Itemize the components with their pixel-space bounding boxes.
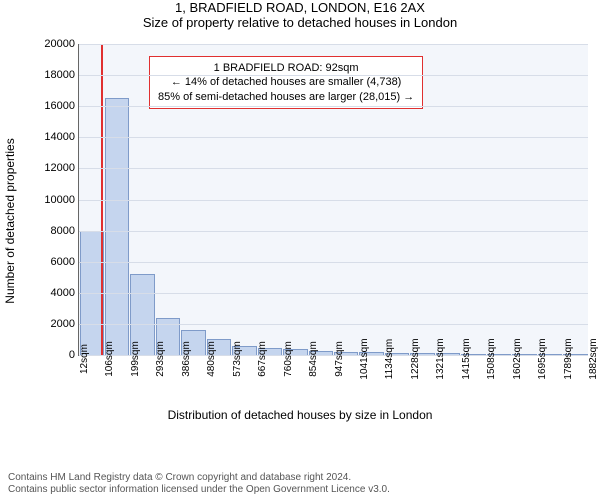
footer-line-1: Contains HM Land Registry data © Crown c… (8, 472, 592, 484)
gridline (79, 262, 588, 263)
xtick-label: 199sqm (130, 341, 141, 377)
gridline (79, 324, 588, 325)
xtick-label: 760sqm (283, 341, 294, 377)
ytick-label: 2000 (51, 318, 79, 330)
xtick-label: 293sqm (155, 341, 166, 377)
ytick-label: 16000 (44, 100, 79, 112)
ytick-label: 6000 (51, 256, 79, 268)
xtick-label: 1695sqm (537, 338, 548, 379)
ytick-label: 14000 (44, 131, 79, 143)
y-axis-label: Number of detached properties (3, 138, 17, 303)
page-subtitle: Size of property relative to detached ho… (0, 15, 600, 30)
xtick-label: 1228sqm (410, 338, 421, 379)
gridline (79, 168, 588, 169)
xtick-label: 106sqm (104, 341, 115, 377)
xtick-label: 1508sqm (486, 338, 497, 379)
gridline (79, 200, 588, 201)
chart-container: Number of detached properties 1 BRADFIEL… (30, 36, 590, 406)
ytick-label: 4000 (51, 287, 79, 299)
xtick-label: 1041sqm (359, 338, 370, 379)
gridline (79, 293, 588, 294)
gridline (79, 137, 588, 138)
annotation-line: ← 14% of detached houses are smaller (4,… (158, 75, 414, 89)
footer-attribution: Contains HM Land Registry data © Crown c… (8, 472, 592, 496)
page-title: 1, BRADFIELD ROAD, LONDON, E16 2AX (0, 0, 600, 15)
annotation-line: 1 BRADFIELD ROAD: 92sqm (158, 61, 414, 75)
xtick-label: 1602sqm (512, 338, 523, 379)
footer-line-2: Contains public sector information licen… (8, 484, 592, 496)
xtick-label: 480sqm (206, 341, 217, 377)
xtick-label: 386sqm (181, 341, 192, 377)
xtick-label: 854sqm (308, 341, 319, 377)
ytick-label: 18000 (44, 69, 79, 81)
annotation-box: 1 BRADFIELD ROAD: 92sqm← 14% of detached… (149, 56, 423, 109)
ytick-label: 10000 (44, 194, 79, 206)
xtick-label: 573sqm (232, 341, 243, 377)
ytick-label: 12000 (44, 162, 79, 174)
xtick-label: 1789sqm (563, 338, 574, 379)
x-axis-label: Distribution of detached houses by size … (0, 408, 600, 422)
gridline (79, 231, 588, 232)
xtick-label: 1134sqm (384, 339, 395, 379)
xtick-label: 1321sqm (435, 338, 446, 379)
gridline (79, 106, 588, 107)
xtick-label: 667sqm (257, 341, 268, 377)
ytick-label: 0 (69, 349, 79, 361)
xtick-label: 12sqm (79, 344, 90, 374)
gridline (79, 75, 588, 76)
xtick-label: 1415sqm (461, 338, 472, 379)
plot-area: 1 BRADFIELD ROAD: 92sqm← 14% of detached… (78, 44, 588, 356)
gridline (79, 44, 588, 45)
annotation-line: 85% of semi-detached houses are larger (… (158, 90, 414, 104)
xtick-label: 1882sqm (588, 338, 599, 379)
ytick-label: 8000 (51, 225, 79, 237)
xtick-label: 947sqm (334, 341, 345, 377)
ytick-label: 20000 (44, 38, 79, 50)
